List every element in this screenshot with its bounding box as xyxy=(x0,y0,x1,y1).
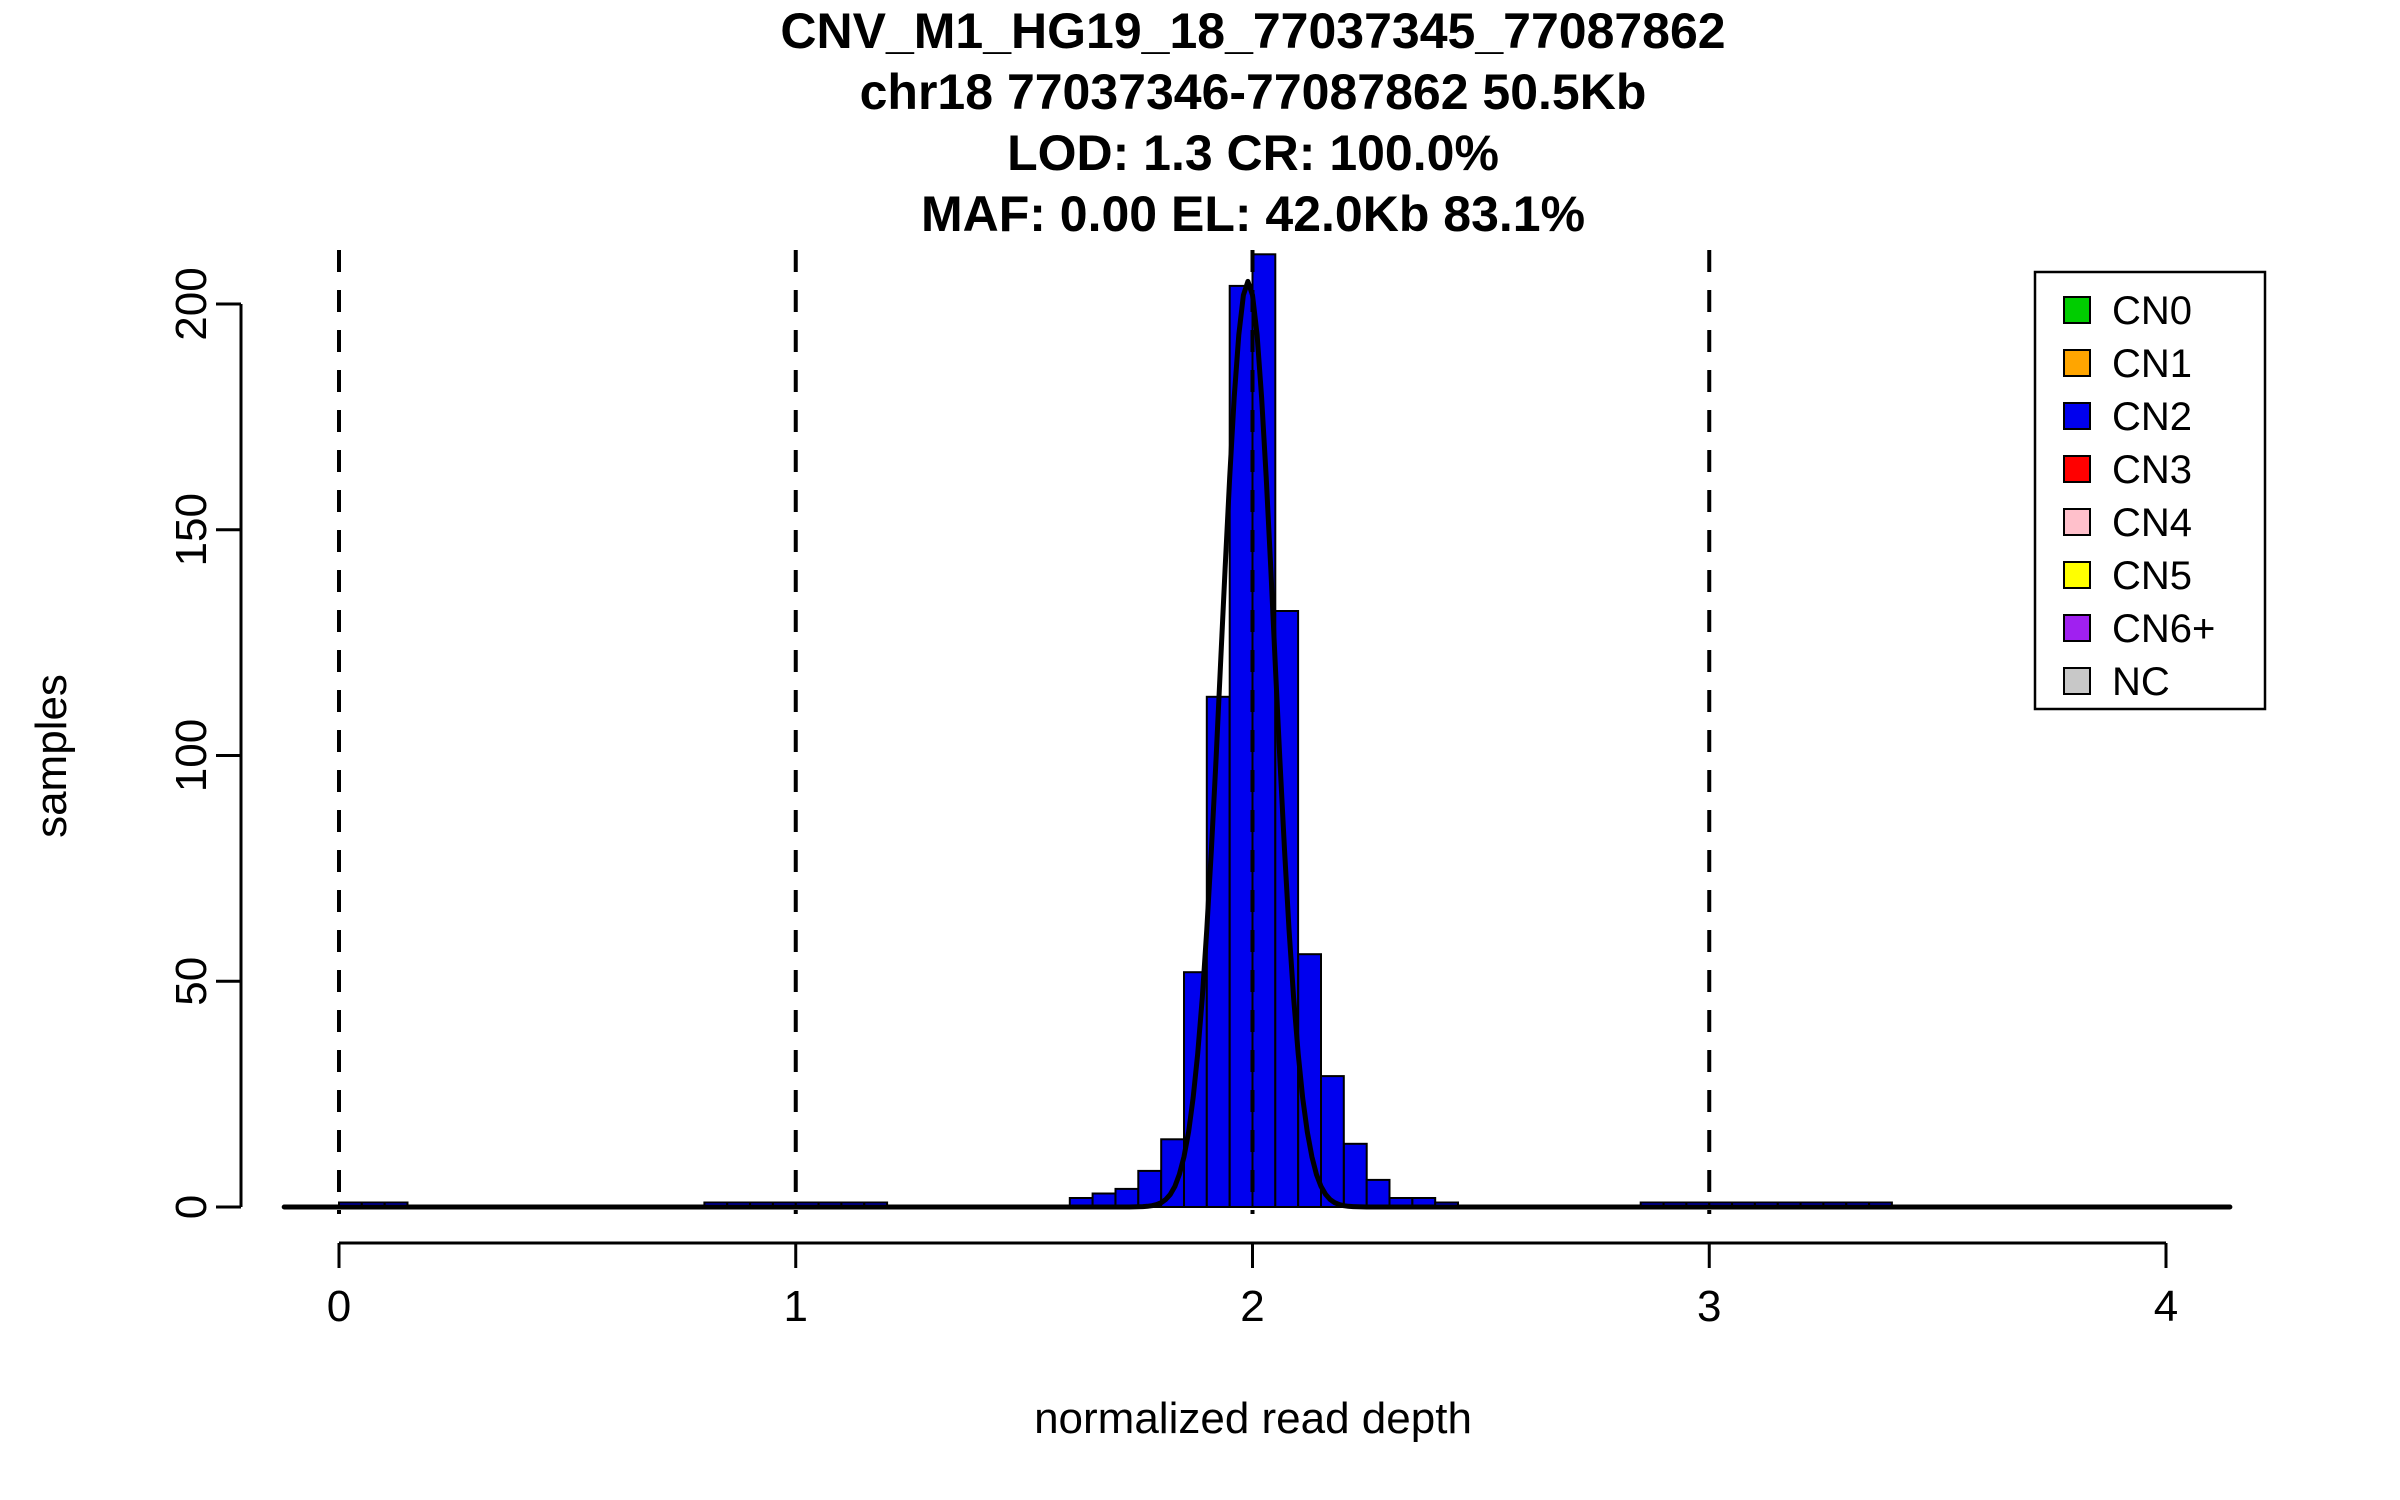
legend-swatch-cn0 xyxy=(2063,296,2091,324)
y-tick-label: 150 xyxy=(167,493,216,566)
y-tick-label: 100 xyxy=(167,719,216,792)
histogram-bars-layer xyxy=(338,253,1893,1209)
chart-title-line-2: chr18 77037346-77087862 50.5Kb xyxy=(860,64,1647,120)
x-tick-label: 1 xyxy=(784,1282,808,1331)
chart-title-line-1: CNV_M1_HG19_18_77037345_77087862 xyxy=(780,3,1725,59)
legend-swatch-cn4 xyxy=(2063,508,2091,536)
y-tick-label: 50 xyxy=(167,957,216,1006)
dashed-guides-layer xyxy=(337,250,1712,1214)
histogram-bar xyxy=(1114,1187,1140,1209)
gaussian-fit-curve xyxy=(281,278,2233,1210)
y-tick-label: 0 xyxy=(167,1195,216,1219)
legend-swatch-cn2 xyxy=(2063,402,2091,430)
chart-title-line-3: LOD: 1.3 CR: 100.0% xyxy=(1007,125,1499,181)
legend-label: CN6+ xyxy=(2112,607,2215,651)
y-tick-label: 200 xyxy=(167,267,216,340)
x-tick-label: 4 xyxy=(2154,1282,2178,1331)
chart-title-block: CNV_M1_HG19_18_77037345_77087862 chr18 7… xyxy=(780,3,1725,242)
legend-layer: CN0 CN1 CN2 CN3 CN4 CN5 CN6+ NC xyxy=(2033,270,2267,711)
histogram-bar xyxy=(1342,1142,1368,1209)
chart-title-line-4: MAF: 0.00 EL: 42.0Kb 83.1% xyxy=(921,186,1585,242)
legend-label: CN2 xyxy=(2112,395,2192,439)
legend-label: CN0 xyxy=(2112,289,2192,333)
legend-swatch-nc xyxy=(2063,667,2091,695)
x-axis-title: normalized read depth xyxy=(1034,1394,1472,1443)
axes-layer: 0 1 2 3 4 0 50 100 150 200 xyxy=(167,267,2178,1331)
legend-label: CN5 xyxy=(2112,554,2192,598)
y-axis-title: samples xyxy=(27,674,76,838)
x-tick-label: 3 xyxy=(1697,1282,1721,1331)
histogram-bar xyxy=(1320,1075,1345,1208)
legend-swatch-cn6plus xyxy=(2063,614,2091,642)
legend-label: CN3 xyxy=(2112,448,2192,492)
legend-swatch-cn3 xyxy=(2063,455,2091,483)
histogram-bar xyxy=(1365,1178,1391,1209)
legend-label: NC xyxy=(2112,660,2170,704)
fit-curve-layer xyxy=(281,278,2233,1210)
legend-label: CN1 xyxy=(2112,342,2192,386)
x-tick-label: 0 xyxy=(327,1282,351,1331)
legend-swatch-cn5 xyxy=(2063,561,2091,589)
legend-swatch-cn1 xyxy=(2063,349,2091,377)
x-tick-label: 2 xyxy=(1240,1282,1264,1331)
histogram-bar xyxy=(1205,695,1231,1208)
legend-label: CN4 xyxy=(2112,501,2192,545)
